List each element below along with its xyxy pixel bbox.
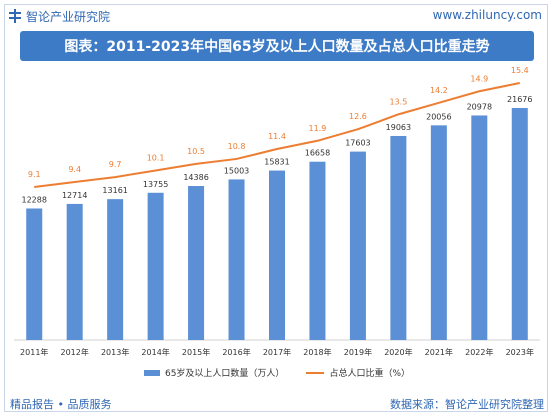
bar-data-label: 19063: [386, 123, 411, 132]
bar: [26, 208, 43, 340]
x-tick-label: 2020年: [384, 347, 412, 357]
bar-data-label: 20056: [426, 112, 451, 121]
x-tick-label: 2022年: [465, 347, 493, 357]
legend-label-population: 65岁及以上人口数量（万人）: [164, 369, 285, 379]
chart-title: 图表：2011-2023年中国65岁及以上人口数量及占总人口比重走势: [20, 31, 534, 61]
bar-data-label: 12714: [62, 191, 87, 200]
bar-data-label: 16658: [305, 149, 330, 158]
bar: [349, 151, 366, 340]
x-tick-label: 2017年: [263, 347, 291, 357]
x-tick-label: 2016年: [222, 347, 250, 357]
bar: [511, 108, 528, 340]
bar-data-label: 13755: [143, 180, 168, 189]
x-tick-label: 2021年: [425, 347, 453, 357]
line-data-label: 10.1: [147, 153, 165, 162]
bar-data-label: 17603: [345, 139, 370, 148]
bar: [269, 170, 285, 340]
x-tick-label: 2023年: [506, 347, 534, 357]
x-tick-label: 2018年: [303, 347, 331, 357]
x-tick-label: 2011年: [20, 347, 48, 357]
bar-data-label: 12288: [22, 195, 47, 204]
brand-name: 智论产业研究院: [26, 9, 111, 24]
footer-slogan: 精品报告 • 品质服务: [10, 398, 112, 411]
line-data-label: 9.7: [109, 160, 122, 169]
legend-item-population: 65岁及以上人口数量（万人）: [143, 366, 285, 379]
bar: [390, 135, 407, 340]
line-data-label: 10.8: [228, 142, 246, 151]
bar: [188, 186, 205, 340]
brand: 智论产业研究院: [8, 6, 110, 26]
bar-data-label: 15831: [264, 158, 289, 167]
bar: [66, 203, 83, 340]
bar-data-label: 14386: [183, 173, 208, 182]
line-data-label: 11.9: [309, 124, 327, 133]
bar-data-label: 13161: [102, 186, 127, 195]
chart-legend: 65岁及以上人口数量（万人） 占总人口比重（%）: [0, 366, 554, 379]
line-data-label: 11.4: [268, 132, 286, 141]
x-tick-label: 2015年: [182, 347, 210, 357]
bar: [309, 161, 326, 340]
bar-data-label: 15003: [224, 166, 249, 175]
line-data-label: 15.4: [511, 66, 529, 75]
line-series-ratio: [34, 82, 520, 188]
line-data-label: 14.2: [430, 86, 448, 95]
x-tick-label: 2013年: [101, 347, 129, 357]
legend-label-ratio: 占总人口比重（%）: [329, 369, 410, 379]
line-data-label: 10.5: [187, 147, 205, 156]
legend-swatch-bar: [143, 369, 160, 376]
line-data-label: 14.9: [470, 74, 488, 83]
bar-data-label: 20978: [467, 102, 492, 111]
line-data-label: 9.4: [68, 165, 81, 174]
line-data-label: 13.5: [389, 97, 407, 106]
x-tick-label: 2019年: [344, 347, 372, 357]
site-url: www.zhiluncy.com: [432, 8, 542, 22]
bar: [107, 199, 124, 340]
legend-item-ratio: 占总人口比重（%）: [306, 366, 410, 379]
brand-logo-icon: [9, 9, 21, 23]
x-tick-label: 2014年: [141, 347, 169, 357]
bar: [430, 125, 447, 340]
bar-data-label: 21676: [507, 95, 532, 104]
bar: [147, 192, 164, 340]
legend-swatch-line: [306, 371, 325, 374]
line-data-label: 12.6: [349, 112, 367, 121]
line-data-label: 9.1: [28, 170, 41, 179]
bar: [471, 115, 488, 340]
x-tick-label: 2012年: [61, 347, 89, 357]
bar: [228, 179, 245, 340]
footer-source: 数据来源：智论产业研究院整理: [390, 398, 544, 411]
